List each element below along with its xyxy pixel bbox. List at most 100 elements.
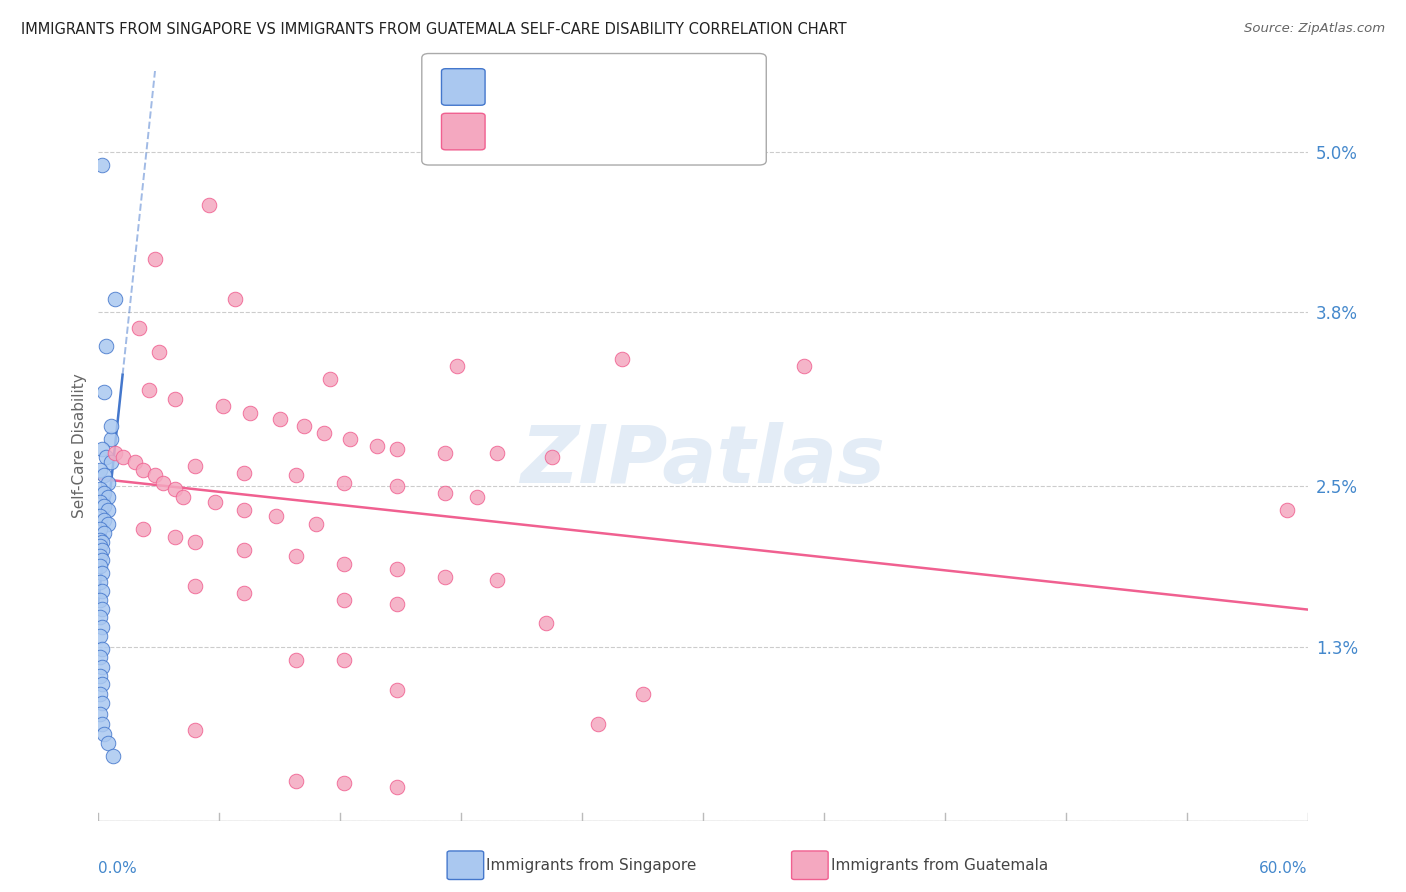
- Point: [93, 485, 115, 500]
- Point: [97, 503, 120, 517]
- Point: [93, 468, 115, 483]
- Point: [103, 292, 125, 306]
- Point: [434, 570, 457, 584]
- Point: [163, 530, 186, 544]
- Point: [586, 717, 609, 731]
- Text: R = -0.074   N = 65: R = -0.074 N = 65: [491, 125, 662, 139]
- Point: [314, 425, 336, 440]
- Point: [91, 158, 114, 172]
- Point: [89, 533, 111, 547]
- Point: [612, 351, 634, 366]
- Text: Immigrants from Guatemala: Immigrants from Guatemala: [831, 858, 1049, 872]
- Point: [385, 442, 408, 456]
- Point: [89, 508, 111, 523]
- Point: [631, 687, 654, 701]
- Point: [132, 522, 155, 536]
- Text: Source: ZipAtlas.com: Source: ZipAtlas.com: [1244, 22, 1385, 36]
- Text: ZIPatlas: ZIPatlas: [520, 422, 886, 500]
- Point: [103, 446, 125, 460]
- Point: [91, 535, 114, 549]
- Point: [93, 526, 115, 541]
- Point: [89, 482, 111, 496]
- Point: [184, 459, 207, 474]
- Point: [1277, 503, 1299, 517]
- Point: [333, 776, 356, 790]
- Point: [333, 476, 356, 491]
- Point: [91, 696, 114, 710]
- Point: [232, 586, 254, 600]
- Point: [89, 669, 111, 683]
- Point: [486, 446, 509, 460]
- Point: [91, 543, 114, 558]
- Point: [91, 602, 114, 616]
- Point: [292, 419, 315, 434]
- Point: [232, 466, 254, 480]
- Point: [128, 321, 150, 335]
- Text: Immigrants from Singapore: Immigrants from Singapore: [486, 858, 697, 872]
- Point: [132, 463, 155, 477]
- Point: [93, 385, 115, 400]
- Point: [184, 723, 207, 737]
- Point: [100, 455, 122, 469]
- Point: [91, 619, 114, 633]
- Text: R = -0.201   N = 50: R = -0.201 N = 50: [491, 79, 662, 94]
- Point: [97, 490, 120, 504]
- Point: [91, 552, 114, 567]
- Point: [100, 433, 122, 447]
- Point: [89, 575, 111, 590]
- Text: 60.0%: 60.0%: [1260, 861, 1308, 876]
- Point: [333, 592, 356, 607]
- Point: [138, 383, 160, 397]
- Point: [89, 539, 111, 553]
- Point: [446, 359, 468, 373]
- Point: [232, 543, 254, 558]
- Point: [124, 455, 146, 469]
- Point: [333, 653, 356, 667]
- Point: [89, 610, 111, 624]
- Point: [284, 653, 307, 667]
- Text: IMMIGRANTS FROM SINGAPORE VS IMMIGRANTS FROM GUATEMALA SELF-CARE DISABILITY CORR: IMMIGRANTS FROM SINGAPORE VS IMMIGRANTS …: [21, 22, 846, 37]
- Point: [93, 500, 115, 514]
- Point: [96, 339, 118, 353]
- Point: [148, 345, 170, 359]
- Point: [97, 476, 120, 491]
- Point: [184, 535, 207, 549]
- Point: [93, 726, 115, 740]
- Point: [97, 736, 120, 750]
- Point: [385, 682, 408, 697]
- Point: [91, 642, 114, 657]
- Point: [385, 597, 408, 611]
- Point: [434, 446, 457, 460]
- Point: [534, 615, 557, 630]
- Point: [143, 468, 166, 483]
- Point: [89, 522, 111, 536]
- Point: [305, 516, 328, 531]
- Point: [264, 508, 287, 523]
- Point: [198, 198, 221, 212]
- Point: [143, 252, 166, 266]
- Point: [89, 592, 111, 607]
- Point: [385, 780, 408, 795]
- Point: [212, 399, 235, 413]
- Point: [224, 292, 246, 306]
- Point: [91, 717, 114, 731]
- Point: [91, 566, 114, 581]
- Point: [385, 562, 408, 576]
- Point: [163, 392, 186, 407]
- Point: [100, 419, 122, 434]
- Point: [239, 406, 262, 420]
- Point: [91, 677, 114, 691]
- Point: [269, 412, 291, 426]
- Point: [101, 749, 124, 764]
- Point: [89, 549, 111, 563]
- Text: 0.0%: 0.0%: [98, 861, 138, 876]
- Point: [89, 495, 111, 509]
- Point: [465, 490, 488, 504]
- Point: [172, 490, 194, 504]
- Point: [89, 650, 111, 665]
- Point: [97, 516, 120, 531]
- Point: [366, 439, 388, 453]
- Y-axis label: Self-Care Disability: Self-Care Disability: [72, 374, 87, 518]
- Point: [111, 450, 134, 464]
- Point: [540, 450, 562, 464]
